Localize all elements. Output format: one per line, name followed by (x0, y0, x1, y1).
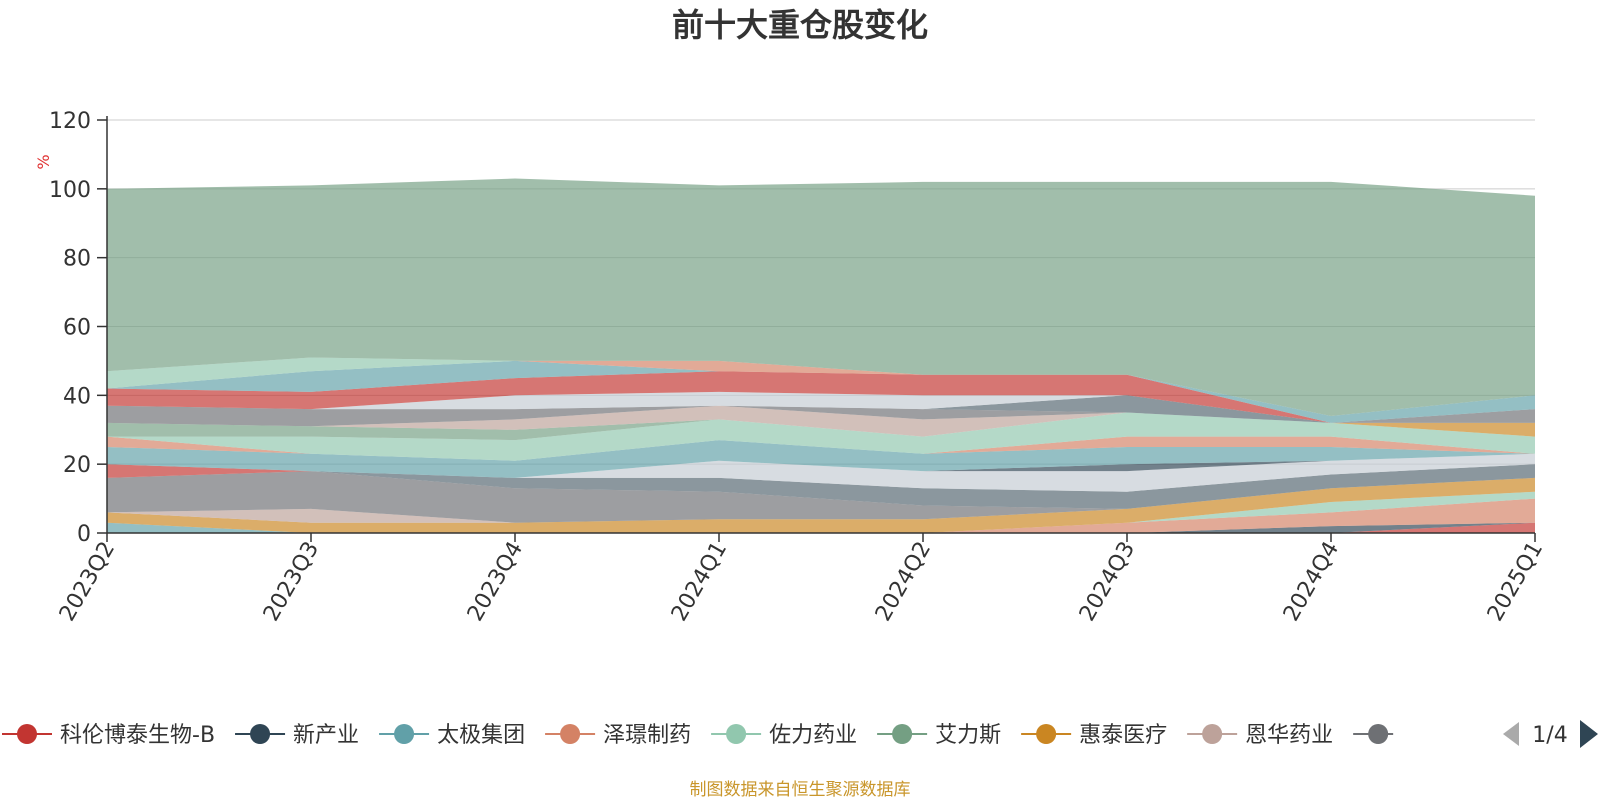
legend-item[interactable]: 艾力斯 (877, 723, 1001, 748)
y-axis-unit-label: % (34, 154, 53, 169)
y-tick-label: 40 (63, 384, 91, 409)
legend-marker-icon (250, 724, 271, 744)
y-tick-label: 100 (49, 178, 91, 203)
legend-item[interactable]: 惠泰医疗 (1021, 723, 1167, 748)
area-series-19 (107, 405, 1535, 427)
area-series-18 (107, 405, 1535, 437)
area-series-3 (107, 498, 1535, 533)
legend-label: 佐力药业 (769, 723, 857, 748)
x-tick-label: 2025Q1 (1483, 538, 1548, 626)
legend-label: 恩华药业 (1245, 723, 1333, 748)
area-series-2 (107, 522, 1535, 533)
area-series-7 (107, 477, 1535, 523)
legend-item[interactable]: 恩华药业 (1187, 723, 1333, 748)
legend-item[interactable]: 科伦博泰生物-B (2, 723, 215, 748)
legend-marker-icon (1036, 724, 1057, 744)
area-series-22 (107, 371, 1535, 423)
area-series-23 (107, 360, 1535, 423)
legend-label: 艾力斯 (935, 723, 1001, 748)
area-series (107, 178, 1535, 533)
legend-marker-icon (394, 724, 415, 744)
x-tick-label: 2024Q3 (1075, 538, 1140, 626)
x-tick-label: 2024Q1 (667, 538, 732, 626)
area-series-15 (107, 412, 1535, 461)
legend-marker-icon (17, 724, 37, 744)
legend-label: 科伦博泰生物-B (60, 723, 215, 748)
legend: 科伦博泰生物-B 新产业 太极集团 泽璟制药 佐力药业 艾力斯 惠泰医疗 恩华药业 1/4 (2, 720, 1598, 748)
y-tick-label: 20 (63, 453, 91, 478)
y-tick-label: 0 (77, 522, 91, 547)
area-series-9 (107, 464, 1535, 509)
x-tick-label: 2023Q2 (55, 538, 120, 626)
area-series-6 (107, 477, 1535, 533)
legend-item-overflow[interactable] (1353, 724, 1394, 744)
legend-marker-icon (892, 724, 913, 744)
legend-label: 泽璟制药 (603, 723, 691, 748)
source-note: 制图数据来自恒生聚源数据库 (690, 780, 911, 800)
y-tick-label: 80 (63, 247, 91, 272)
legend-page-indicator: 1/4 (1532, 723, 1567, 748)
triangle-left-icon[interactable] (1503, 722, 1519, 746)
area-series-24 (107, 360, 1535, 416)
legend-item[interactable]: 泽璟制药 (545, 723, 691, 748)
x-tick-label: 2024Q2 (871, 538, 936, 626)
x-tick-label: 2024Q4 (1279, 538, 1344, 626)
area-series-21 (107, 391, 1535, 423)
area-series-16 (107, 412, 1535, 441)
legend-marker-icon (726, 724, 747, 744)
legend-marker-icon (560, 724, 581, 744)
x-tick-label: 2023Q4 (463, 538, 528, 626)
area-series-0 (107, 522, 1535, 533)
legend-label: 惠泰医疗 (1079, 723, 1167, 748)
legend-item[interactable]: 太极集团 (379, 723, 525, 748)
legend-marker-icon (1202, 724, 1223, 744)
triangle-right-icon[interactable] (1580, 720, 1598, 748)
area-series-4 (107, 491, 1535, 533)
legend-marker-icon (1368, 724, 1389, 744)
y-tick-label: 60 (63, 316, 91, 341)
chart-title: 前十大重仓股变化 (672, 6, 928, 44)
area-series-8 (107, 471, 1535, 523)
legend-item[interactable]: 佐力药业 (711, 723, 857, 748)
legend-label: 新产业 (293, 723, 359, 748)
x-tick-label: 2023Q3 (259, 538, 324, 626)
area-series-10 (107, 453, 1535, 492)
legend-label: 太极集团 (437, 723, 525, 748)
area-series-26 (107, 178, 1535, 416)
area-series-14 (107, 436, 1535, 461)
y-tick-label: 120 (49, 109, 91, 134)
area-series-25 (107, 357, 1535, 416)
area-series-13 (107, 440, 1535, 478)
legend-item[interactable]: 新产业 (235, 723, 359, 748)
